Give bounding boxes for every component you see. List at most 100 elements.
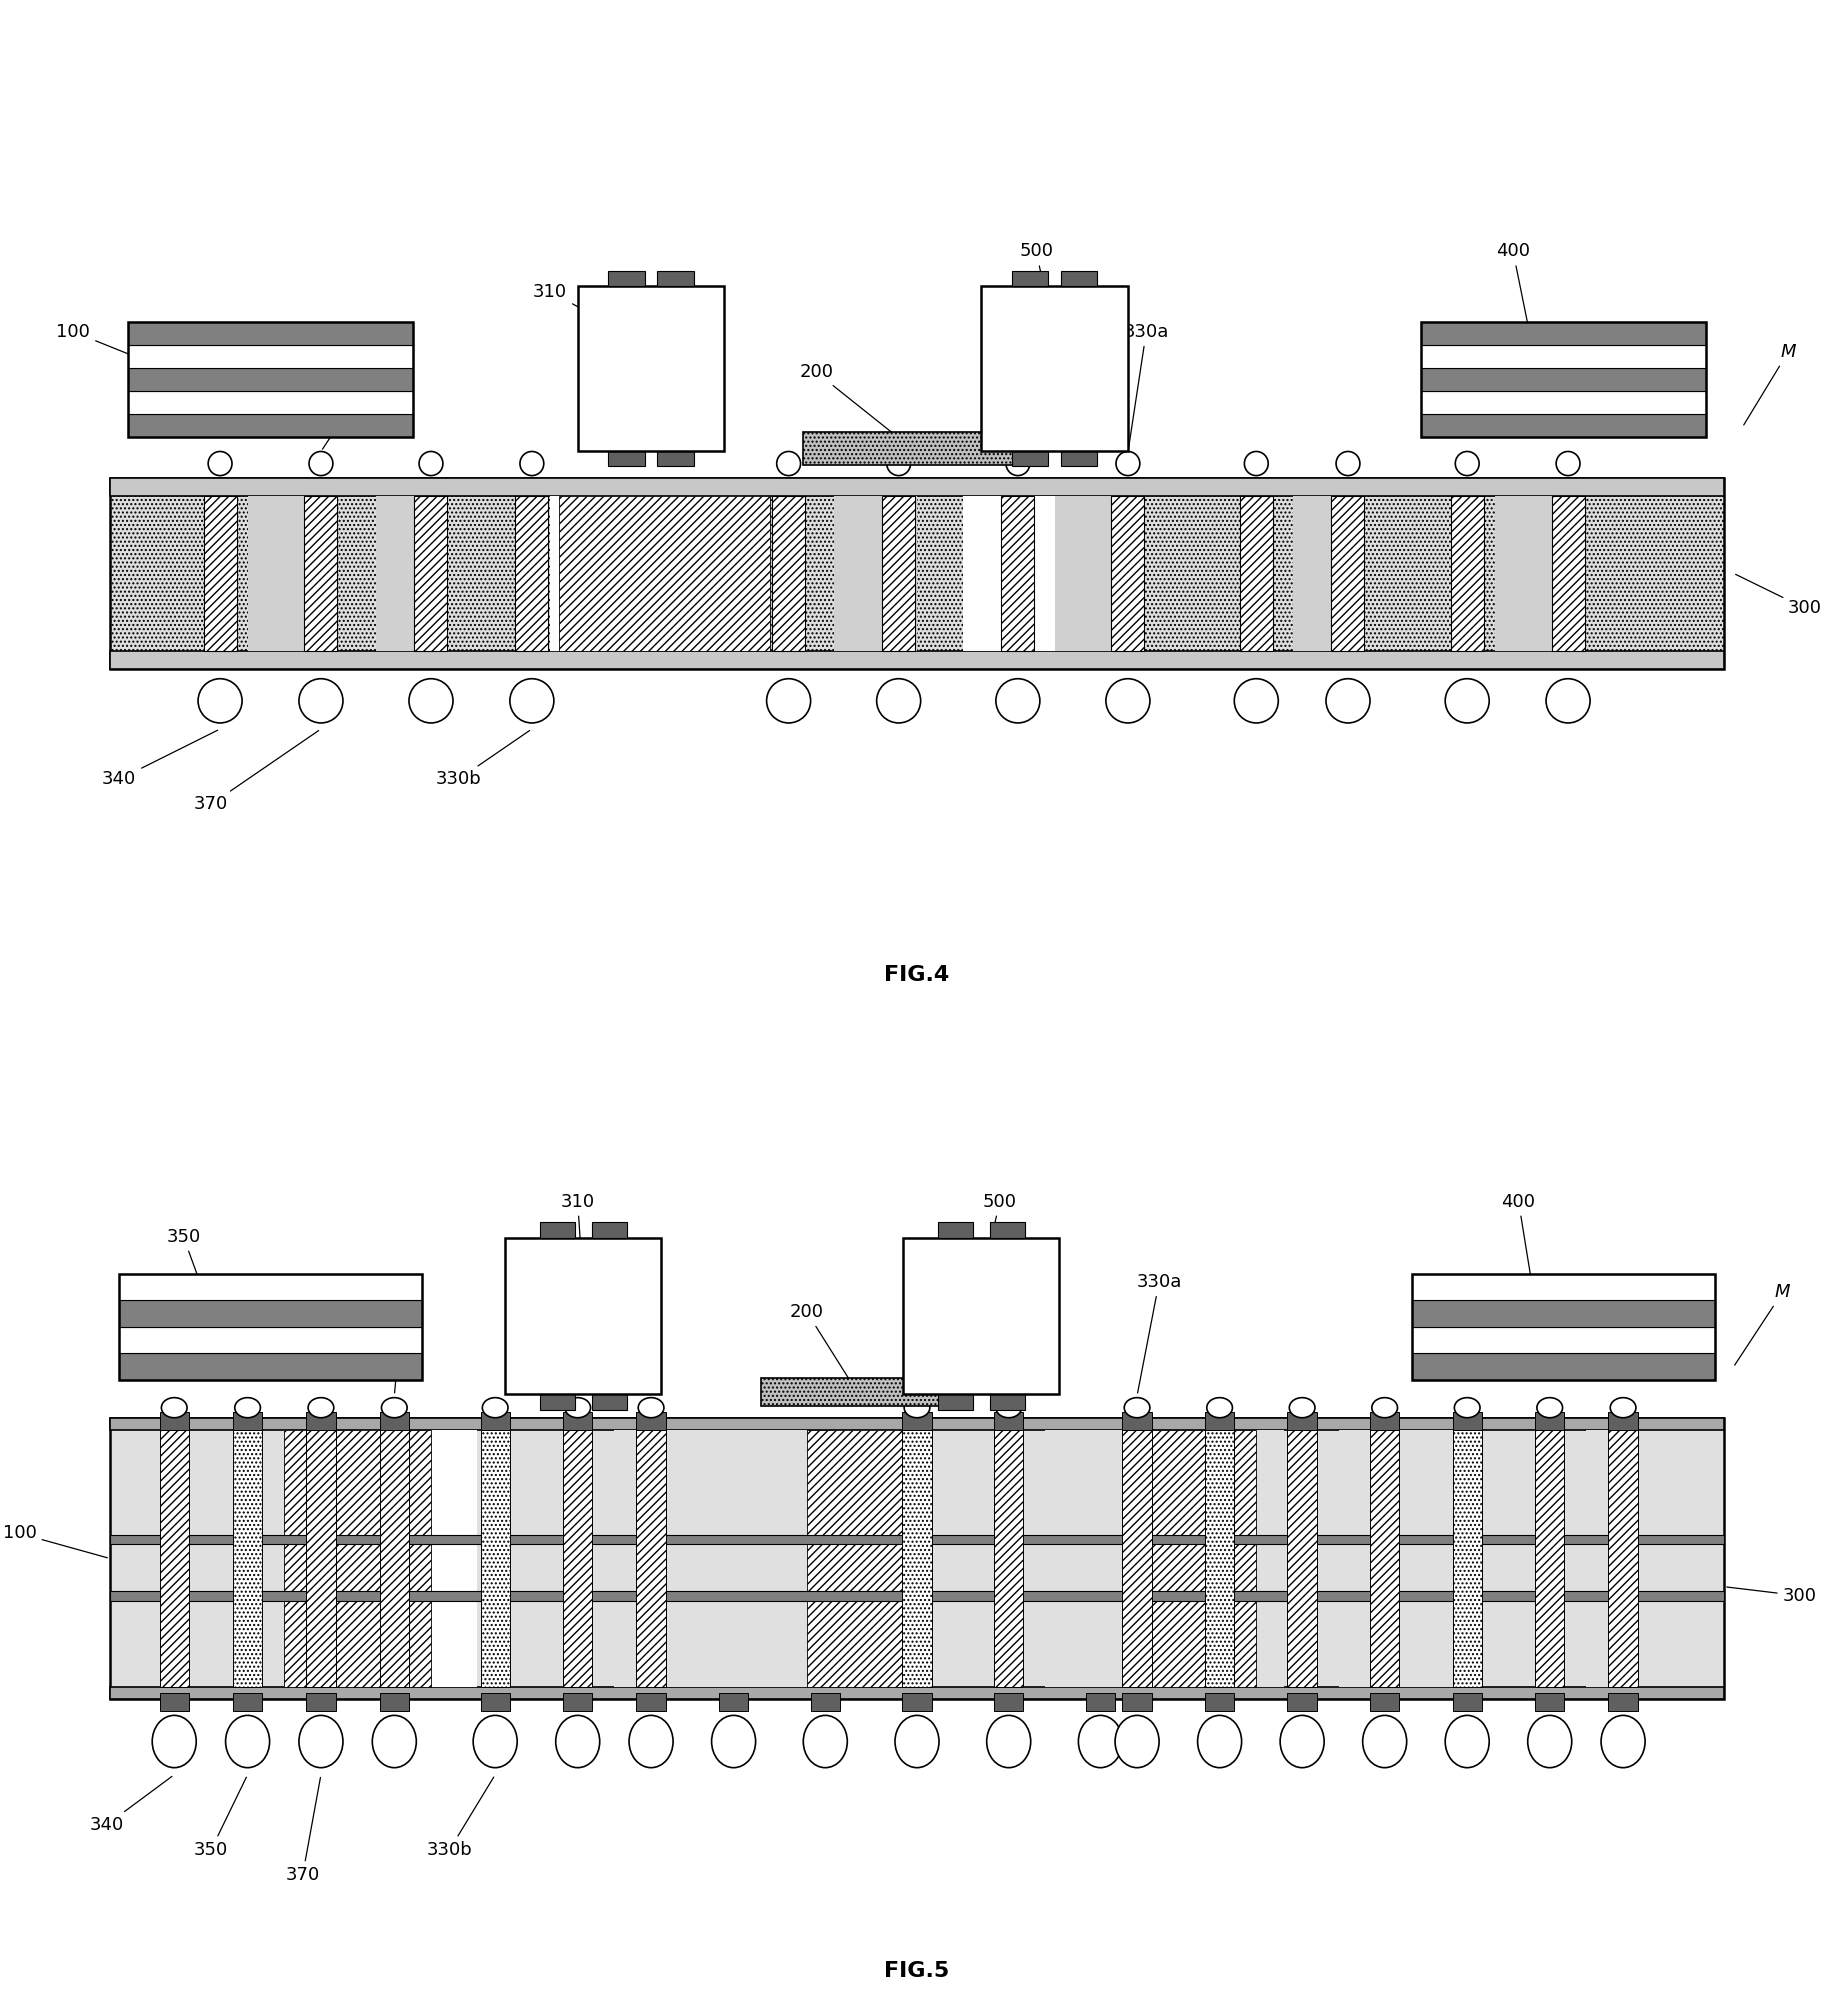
Ellipse shape (1610, 1398, 1636, 1418)
Ellipse shape (1106, 678, 1150, 724)
Bar (592, 1221, 627, 1237)
Ellipse shape (1115, 452, 1141, 477)
Bar (1535, 1693, 1564, 1711)
Ellipse shape (521, 452, 545, 477)
Ellipse shape (482, 1398, 508, 1418)
Ellipse shape (1289, 1398, 1315, 1418)
Bar (431, 1430, 477, 1687)
Bar (1412, 1353, 1715, 1380)
Bar (834, 1430, 899, 1687)
Ellipse shape (1280, 1715, 1324, 1768)
Ellipse shape (152, 1715, 196, 1768)
Ellipse shape (226, 1715, 270, 1768)
Bar (990, 1221, 1025, 1237)
Text: 310: 310 (561, 1193, 594, 1285)
Bar (119, 1275, 422, 1380)
Bar (1339, 1430, 1458, 1687)
Bar (1012, 271, 1049, 286)
Bar (539, 1221, 574, 1237)
Bar (119, 1301, 422, 1327)
Ellipse shape (1555, 452, 1581, 477)
Text: 110: 110 (323, 374, 383, 448)
Ellipse shape (877, 678, 921, 724)
Bar (110, 1687, 1724, 1699)
Bar (306, 1693, 336, 1711)
Bar (119, 1275, 422, 1301)
Bar (1339, 1430, 1467, 1687)
Bar (1421, 322, 1706, 438)
Ellipse shape (1454, 1398, 1480, 1418)
Ellipse shape (473, 1715, 517, 1768)
Bar (1412, 1275, 1715, 1301)
Text: 330a: 330a (1124, 324, 1168, 450)
Bar (1535, 1430, 1564, 1687)
Bar (563, 1430, 592, 1687)
Bar (937, 1394, 972, 1410)
Text: M: M (1735, 1283, 1790, 1365)
Bar (1060, 271, 1097, 286)
Ellipse shape (1528, 1715, 1572, 1768)
Bar (1421, 392, 1706, 414)
Bar (1453, 1693, 1482, 1711)
Ellipse shape (235, 1398, 260, 1418)
Bar (834, 497, 917, 652)
Bar (719, 1693, 748, 1711)
Ellipse shape (996, 678, 1040, 724)
Bar (1608, 1412, 1638, 1430)
Bar (904, 1237, 1060, 1394)
Bar (233, 1412, 262, 1430)
Bar (1412, 1301, 1715, 1327)
Bar (1256, 1430, 1284, 1687)
Bar (306, 1430, 336, 1687)
Bar (110, 479, 1724, 668)
Bar (1412, 1275, 1715, 1380)
Bar (110, 652, 1724, 668)
Bar (380, 1412, 409, 1430)
Text: 340: 340 (103, 730, 218, 788)
Text: 100: 100 (57, 324, 209, 386)
Bar (963, 497, 1055, 652)
Text: FIG.5: FIG.5 (884, 1961, 950, 1981)
Bar (902, 1693, 932, 1711)
Bar (981, 286, 1128, 452)
Bar (1293, 497, 1339, 652)
Text: 340: 340 (90, 1776, 172, 1834)
Ellipse shape (565, 1398, 591, 1418)
Bar (110, 1591, 1724, 1601)
Bar (550, 497, 770, 652)
Bar (110, 1534, 1724, 1544)
Bar (515, 497, 548, 652)
Ellipse shape (1445, 678, 1489, 724)
Bar (1421, 322, 1706, 346)
Bar (1287, 1430, 1317, 1687)
Bar (994, 1430, 1023, 1687)
Bar (414, 497, 447, 652)
Bar (1111, 497, 1144, 652)
Bar (807, 1430, 917, 1687)
Ellipse shape (904, 1398, 930, 1418)
Bar (990, 1394, 1025, 1410)
Bar (803, 432, 1033, 465)
Bar (1060, 452, 1097, 467)
Text: M: M (1744, 344, 1795, 424)
Bar (1045, 1430, 1110, 1687)
Bar (1453, 1430, 1482, 1687)
Bar (128, 392, 413, 414)
Bar (1122, 1412, 1152, 1430)
Ellipse shape (1456, 452, 1480, 477)
Bar (614, 1430, 798, 1687)
Bar (376, 497, 440, 652)
Ellipse shape (381, 1398, 407, 1418)
Text: 400: 400 (1497, 243, 1541, 384)
Text: 400: 400 (1502, 1193, 1541, 1335)
Ellipse shape (372, 1715, 416, 1768)
Bar (1453, 1412, 1482, 1430)
Ellipse shape (987, 1715, 1031, 1768)
Bar (248, 497, 321, 652)
Bar (481, 1693, 510, 1711)
Bar (304, 497, 337, 652)
Text: 300: 300 (1728, 1587, 1817, 1605)
Ellipse shape (1207, 1398, 1232, 1418)
Bar (128, 414, 413, 438)
Bar (539, 1394, 574, 1410)
